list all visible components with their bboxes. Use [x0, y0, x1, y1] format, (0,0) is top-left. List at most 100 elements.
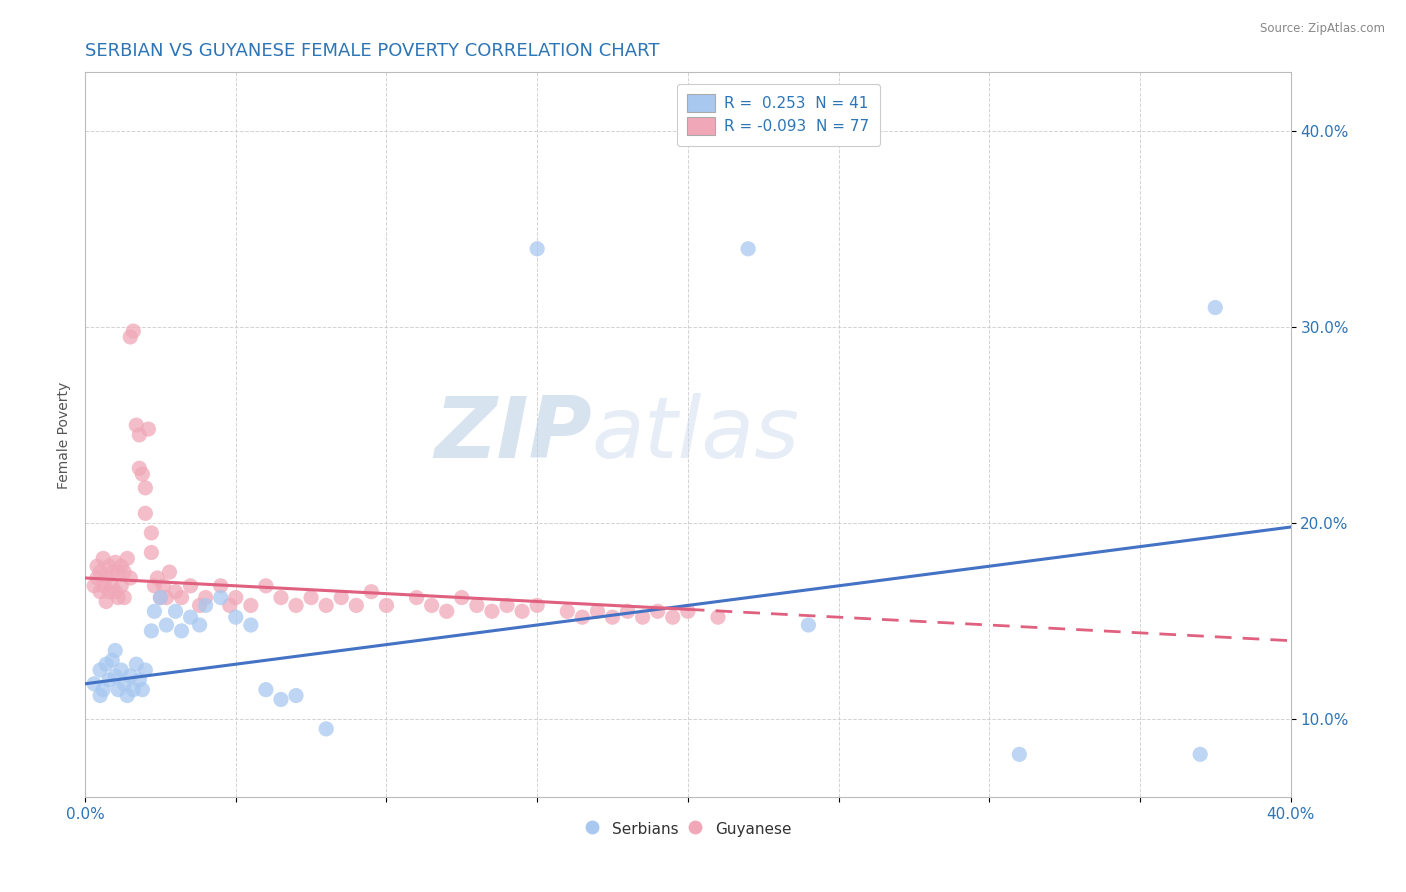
Point [360, 584, 382, 599]
Point [170, 591, 193, 605]
Legend: Serbians, Guyanese: Serbians, Guyanese [576, 813, 799, 844]
Point [209, 591, 232, 605]
Point [122, 682, 145, 697]
Point [194, 599, 217, 613]
Point [89, 663, 111, 677]
Point [647, 604, 669, 618]
Point [155, 618, 177, 632]
Point [254, 579, 277, 593]
Point [586, 604, 609, 618]
Point [180, 610, 202, 624]
Point [1008, 747, 1031, 762]
Point [91, 579, 114, 593]
Point [107, 565, 129, 579]
Point [165, 584, 187, 599]
Point [134, 506, 156, 520]
Point [128, 673, 150, 687]
Point [299, 591, 322, 605]
Point [330, 591, 353, 605]
Point [138, 422, 160, 436]
Point [526, 242, 548, 256]
Point [141, 545, 163, 559]
Point [128, 461, 150, 475]
Point [149, 591, 172, 605]
Point [239, 618, 262, 632]
Point [225, 591, 247, 605]
Point [120, 330, 142, 344]
Point [737, 242, 759, 256]
Point [149, 591, 172, 605]
Text: atlas: atlas [592, 393, 800, 476]
Text: ZIP: ZIP [434, 393, 592, 476]
Point [120, 571, 142, 585]
Point [143, 579, 166, 593]
Point [96, 571, 118, 585]
Point [83, 677, 105, 691]
Point [117, 551, 139, 566]
Point [89, 565, 111, 579]
Point [131, 682, 153, 697]
Point [188, 618, 211, 632]
Point [101, 579, 124, 593]
Point [602, 610, 624, 624]
Point [112, 565, 135, 579]
Point [285, 599, 308, 613]
Point [110, 579, 132, 593]
Point [481, 604, 503, 618]
Point [125, 657, 148, 672]
Point [375, 599, 398, 613]
Point [104, 584, 127, 599]
Point [555, 604, 578, 618]
Point [141, 624, 163, 638]
Point [98, 584, 121, 599]
Point [120, 669, 142, 683]
Point [83, 579, 105, 593]
Point [86, 571, 108, 585]
Point [165, 604, 187, 618]
Point [188, 599, 211, 613]
Point [1189, 747, 1212, 762]
Point [98, 673, 121, 687]
Point [510, 604, 533, 618]
Point [631, 610, 654, 624]
Point [112, 591, 135, 605]
Point [285, 689, 308, 703]
Point [128, 428, 150, 442]
Point [344, 599, 367, 613]
Point [436, 604, 458, 618]
Point [101, 565, 124, 579]
Point [797, 618, 820, 632]
Point [152, 579, 174, 593]
Point [194, 591, 217, 605]
Point [89, 689, 111, 703]
Point [112, 677, 135, 691]
Point [89, 584, 111, 599]
Text: Source: ZipAtlas.com: Source: ZipAtlas.com [1260, 22, 1385, 36]
Point [110, 663, 132, 677]
Point [155, 591, 177, 605]
Point [676, 604, 699, 618]
Point [209, 579, 232, 593]
Point [96, 594, 118, 608]
Point [315, 722, 337, 736]
Point [104, 555, 127, 569]
Point [170, 624, 193, 638]
Point [125, 418, 148, 433]
Point [104, 669, 127, 683]
Point [450, 591, 472, 605]
Point [143, 604, 166, 618]
Point [254, 682, 277, 697]
Point [405, 591, 427, 605]
Point [117, 689, 139, 703]
Point [107, 682, 129, 697]
Point [180, 579, 202, 593]
Point [571, 610, 593, 624]
Point [141, 525, 163, 540]
Point [1204, 301, 1226, 315]
Point [159, 565, 181, 579]
Point [98, 559, 121, 574]
Point [661, 610, 683, 624]
Point [134, 481, 156, 495]
Point [91, 682, 114, 697]
Point [86, 559, 108, 574]
